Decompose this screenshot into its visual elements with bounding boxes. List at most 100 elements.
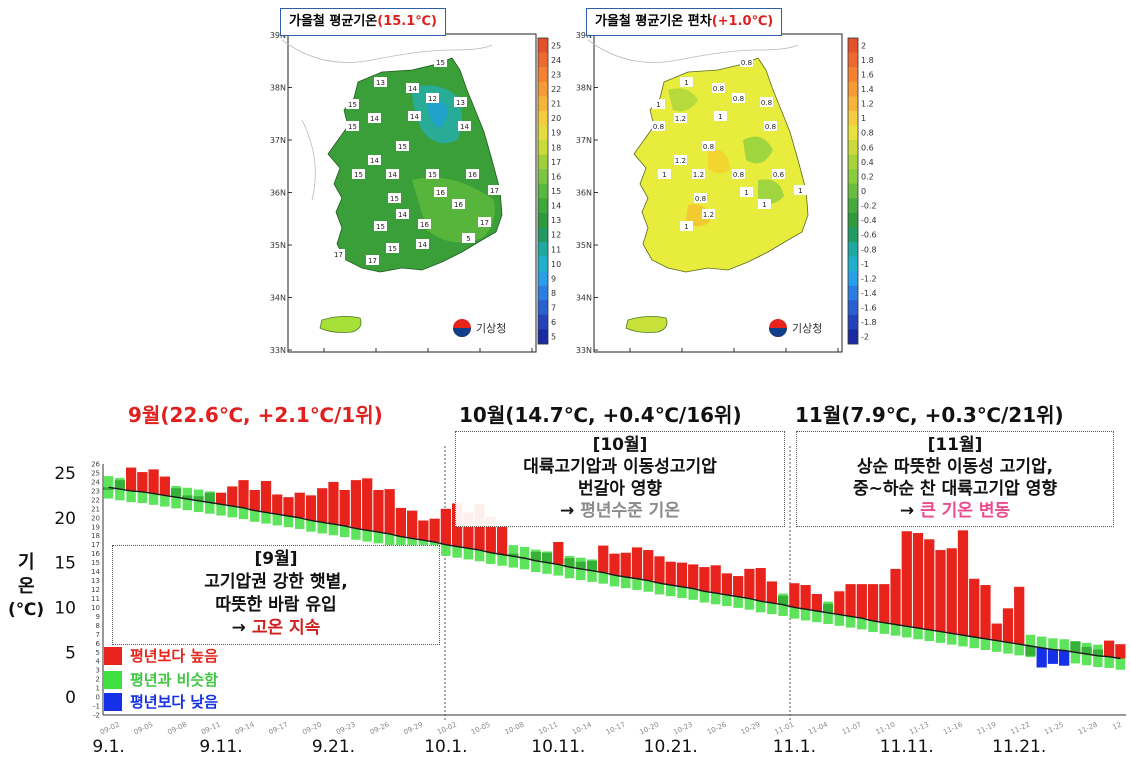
colorbar-label: -0.2 [861, 202, 877, 211]
contour-label-bg [488, 185, 501, 195]
x-minor-tick-label: 11-10 [875, 721, 897, 737]
map-title-text: 가을철 평균기온 편차 [595, 14, 712, 29]
x-minor-tick-label: 11-25 [1043, 721, 1065, 737]
contour-label-bg [680, 77, 693, 87]
colorbar-cell [538, 96, 548, 112]
month-header-nov: 11월(7.9℃, +0.3℃/21위) [795, 399, 1064, 428]
anomaly-bar [305, 495, 317, 521]
colorbar-cell [538, 314, 548, 330]
x-minor-tick-label: 11-19 [976, 721, 998, 737]
legend-swatch-blue [104, 692, 122, 711]
colorbar-label: 1.6 [861, 70, 874, 79]
contour-label-bg [418, 219, 431, 229]
contour-label-bg [408, 111, 421, 121]
contour-label: 14 [408, 85, 417, 93]
anomaly-bar [867, 584, 879, 621]
contour-label-bg [374, 221, 387, 231]
x-minor-tick-label: 11-28 [1077, 721, 1099, 737]
colorbar-cell [848, 198, 858, 214]
y-major-tick-label: 20 [54, 509, 76, 529]
contour-label: 14 [398, 211, 407, 219]
colorbar: 2 1.8 1.6 1.4 1.2 1 0.8 0.6 0.4 0.2 0 -0.2 -0.4 -0.6 -… [847, 37, 877, 345]
contour-label: 1 [718, 113, 722, 121]
y-major-tick-label: 0 [65, 688, 76, 708]
map-title-value: (+1.0℃) [711, 14, 774, 29]
colorbar-label: 0.2 [861, 172, 874, 181]
y-minor-tick-label: 22 [91, 496, 100, 504]
colorbar-cell [538, 169, 548, 185]
anomaly-bar [294, 492, 305, 518]
y-minor-tick-label: 8 [96, 622, 100, 630]
y-major-tick-label: 10 [54, 598, 76, 618]
colorbar: 25 24 23 22 21 20 19 18 17 16 15 14 13 12 11 10 9 8 7 6 5 [537, 37, 561, 345]
contour-label-bg [454, 97, 467, 107]
contour-label: 0.8 [765, 123, 776, 131]
anomaly-bar [969, 578, 980, 638]
anomaly-bar [440, 508, 451, 545]
box-line: 중~하순 찬 대륙고기압 영향 [852, 479, 1058, 499]
contour-label-bg [714, 111, 727, 121]
colorbar-cell [538, 52, 548, 68]
contour-label-bg [674, 155, 687, 165]
contour-label-bg [712, 83, 725, 93]
anomaly-bar [744, 568, 755, 599]
lat-label: 34N [270, 294, 286, 303]
contour-label-bg [386, 243, 399, 253]
anomaly-bar [272, 494, 283, 515]
anomaly-bar [463, 512, 474, 549]
colorbar-label: 15 [551, 187, 561, 196]
anomaly-bar [688, 564, 699, 589]
legend-swatch-red [104, 646, 122, 665]
box-line: 고기압권 강한 햇볕, [204, 572, 348, 592]
colorbar-label: 0 [861, 187, 866, 196]
contour-label: 14 [370, 157, 379, 165]
x-minor-tick-label: 09-02 [99, 721, 121, 737]
anomaly-bar [407, 510, 418, 539]
x-minor-tick-label: 09-14 [234, 720, 256, 736]
contour-label: 1.2 [703, 211, 714, 219]
anomaly-bar [395, 507, 407, 537]
contour-label-bg [760, 97, 773, 107]
anomaly-bar [170, 488, 182, 498]
contour-label-bg [702, 209, 715, 219]
anomaly-bar [350, 480, 362, 529]
y-major-tick-label: 5 [65, 643, 76, 663]
x-minor-tick-label: 12 [1111, 721, 1122, 732]
colorbar-cell [848, 52, 858, 68]
contour-label-bg [458, 121, 471, 131]
legend-swatch-green [104, 670, 122, 689]
contour-label-bg [740, 57, 753, 67]
anomaly-bar [193, 496, 204, 501]
y-minor-tick-label: -2 [93, 712, 100, 720]
colorbar-cell [848, 227, 858, 243]
anomaly-bar [103, 487, 114, 490]
colorbar-label: -0.4 [861, 216, 877, 225]
month-header-sep: 9월(22.6℃, +2.1℃/1위) [128, 399, 383, 428]
contour-label-bg [658, 169, 671, 179]
month-label: 9월 [128, 403, 161, 427]
colorbar-cell [848, 300, 858, 316]
contour-label: 14 [370, 115, 379, 123]
anomaly-bar [721, 573, 733, 595]
legend-above: 평년보다 높음 [104, 645, 218, 666]
x-major-tick-label: 9.21. [312, 737, 355, 757]
anomaly-bar [957, 530, 969, 636]
contour-label: 16 [436, 189, 445, 197]
anomaly-bar [384, 489, 395, 534]
anomaly-bar [328, 481, 339, 525]
anomaly-bar [811, 593, 822, 612]
colorbar-frame [847, 37, 859, 345]
contour-label: 17 [480, 219, 489, 227]
legend-label: 평년보다 높음 [130, 647, 219, 665]
contour-label-bg [406, 83, 419, 93]
contour-label: 17 [334, 251, 343, 259]
y-minor-tick-label: 25 [91, 469, 100, 477]
colorbar-cell [538, 285, 548, 301]
y-minor-tick-label: 12 [91, 586, 100, 594]
x-major-tick-label: 11.11. [880, 737, 934, 757]
colorbar-cell [848, 96, 858, 112]
x-major-tick-label: 9.1. [92, 737, 124, 757]
contour-label-bg [434, 57, 447, 67]
anomaly-bar [1059, 650, 1070, 666]
anomaly-bar [114, 480, 125, 490]
